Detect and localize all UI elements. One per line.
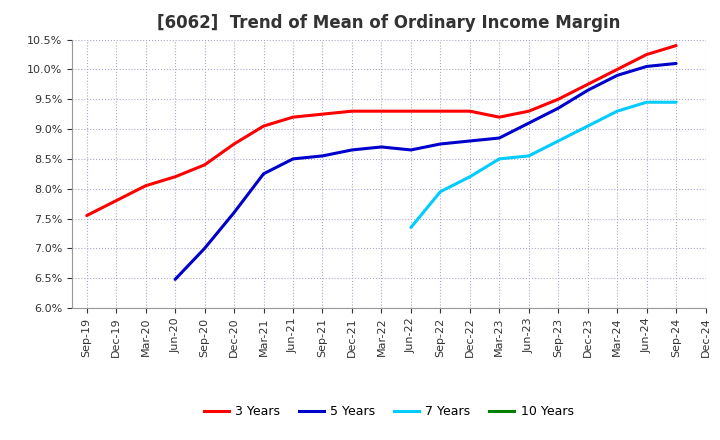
5 Years: [318, 153, 327, 158]
3 Years: [466, 109, 474, 114]
5 Years: [583, 88, 592, 93]
5 Years: [407, 147, 415, 153]
3 Years: [377, 109, 386, 114]
3 Years: [289, 114, 297, 120]
5 Years: [466, 138, 474, 143]
3 Years: [318, 111, 327, 117]
3 Years: [672, 43, 680, 48]
7 Years: [407, 225, 415, 230]
3 Years: [200, 162, 209, 168]
3 Years: [230, 141, 238, 147]
Line: 7 Years: 7 Years: [411, 102, 676, 227]
7 Years: [554, 138, 562, 143]
7 Years: [642, 99, 651, 105]
5 Years: [613, 73, 621, 78]
7 Years: [613, 109, 621, 114]
Legend: 3 Years, 5 Years, 7 Years, 10 Years: 3 Years, 5 Years, 7 Years, 10 Years: [199, 400, 579, 423]
3 Years: [436, 109, 445, 114]
3 Years: [259, 124, 268, 129]
3 Years: [495, 114, 503, 120]
5 Years: [495, 136, 503, 141]
Line: 5 Years: 5 Years: [175, 63, 676, 279]
7 Years: [495, 156, 503, 161]
3 Years: [524, 109, 533, 114]
7 Years: [466, 174, 474, 180]
5 Years: [672, 61, 680, 66]
3 Years: [141, 183, 150, 188]
5 Years: [348, 147, 356, 153]
Line: 3 Years: 3 Years: [86, 46, 676, 216]
3 Years: [554, 97, 562, 102]
3 Years: [613, 67, 621, 72]
5 Years: [289, 156, 297, 161]
5 Years: [524, 121, 533, 126]
3 Years: [407, 109, 415, 114]
3 Years: [642, 52, 651, 57]
5 Years: [259, 171, 268, 176]
3 Years: [82, 213, 91, 218]
7 Years: [524, 153, 533, 158]
3 Years: [171, 174, 179, 180]
5 Years: [642, 64, 651, 69]
5 Years: [377, 144, 386, 150]
3 Years: [348, 109, 356, 114]
5 Years: [436, 141, 445, 147]
7 Years: [672, 99, 680, 105]
5 Years: [230, 210, 238, 215]
5 Years: [554, 106, 562, 111]
3 Years: [112, 198, 120, 203]
5 Years: [171, 277, 179, 282]
5 Years: [200, 246, 209, 251]
3 Years: [583, 82, 592, 87]
7 Years: [583, 124, 592, 129]
Title: [6062]  Trend of Mean of Ordinary Income Margin: [6062] Trend of Mean of Ordinary Income …: [157, 15, 621, 33]
7 Years: [436, 189, 445, 194]
